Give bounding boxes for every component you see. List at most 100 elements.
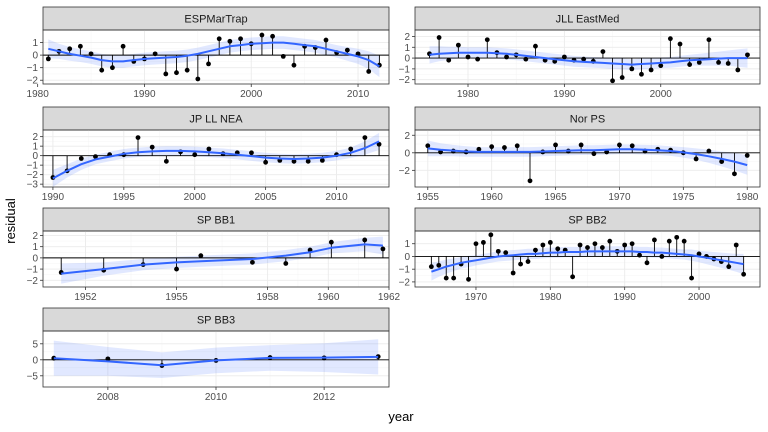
plot-area — [43, 130, 389, 187]
y-tick-label: 2 — [32, 132, 38, 143]
y-tick-label: 0 — [404, 54, 410, 65]
x-tick-label: 2000 — [650, 89, 673, 100]
residual-point — [319, 158, 325, 163]
residual-point — [344, 47, 350, 53]
residual-point — [362, 237, 368, 243]
residual-point — [553, 142, 558, 148]
x-tick-label: 1965 — [544, 192, 567, 203]
residual-point — [436, 35, 442, 40]
residual-point — [540, 242, 546, 248]
x-tick-label: 1995 — [113, 192, 136, 203]
x-tick-label: 2008 — [97, 392, 120, 403]
residual-point — [328, 239, 334, 245]
residual-point — [184, 67, 190, 73]
residual-point — [725, 61, 731, 66]
x-tick-label: 1955 — [417, 192, 440, 203]
x-tick-label: 1990 — [553, 89, 576, 100]
residual-point — [504, 54, 509, 60]
x-tick-label: 1955 — [165, 292, 188, 303]
residual-point — [591, 151, 597, 157]
residual-point — [67, 46, 73, 52]
residual-point — [484, 37, 490, 43]
smoother-line — [48, 41, 380, 68]
residual-point — [270, 33, 275, 39]
residual-point — [503, 250, 509, 256]
facet-title: Nor PS — [570, 114, 605, 126]
x-tick-label: 2000 — [184, 192, 207, 203]
y-tick-label: 0 — [32, 151, 38, 162]
x-tick-label: 2005 — [255, 192, 278, 203]
residual-point — [696, 251, 702, 257]
residual-point — [719, 159, 725, 164]
residual-point — [667, 36, 673, 42]
residual-point — [323, 37, 329, 43]
residual-point — [280, 53, 286, 59]
residual-point — [689, 275, 694, 281]
x-tick-label: 1980 — [736, 192, 759, 203]
smoother-line — [53, 355, 379, 367]
y-tick-label: −2 — [27, 170, 39, 181]
facet-title: ESPMarTrap — [184, 14, 247, 26]
y-tick-label: −1 — [399, 265, 411, 276]
plot-area — [415, 130, 760, 187]
residual-point — [263, 159, 269, 165]
x-axis-title: year — [388, 409, 414, 424]
residual-point — [174, 70, 179, 76]
y-tick-label: −1 — [27, 161, 39, 172]
residual-point — [674, 234, 680, 240]
x-tick-label: 1962 — [378, 292, 401, 303]
residual-point — [380, 246, 386, 252]
residual-point — [533, 247, 538, 253]
residual-point — [488, 232, 494, 238]
y-tick-label: −3 — [27, 180, 39, 191]
residual-point — [523, 56, 529, 62]
residual-point — [466, 276, 471, 282]
smoother-line — [429, 51, 748, 66]
residual-point — [696, 60, 702, 65]
y-tick-label: 5 — [32, 339, 38, 350]
residual-point — [510, 270, 516, 276]
y-tick-label: 0 — [32, 253, 38, 264]
confidence-band — [52, 132, 380, 187]
residual-point — [163, 71, 169, 77]
residual-point — [732, 171, 737, 177]
residual-point — [216, 36, 222, 42]
plot-area — [43, 331, 389, 387]
y-tick-label: −2 — [27, 76, 39, 87]
residual-point — [518, 261, 523, 267]
plot-area — [43, 30, 389, 84]
panel-border — [42, 129, 390, 188]
x-tick-label: 1980 — [27, 89, 50, 100]
residual-point — [238, 36, 243, 42]
residual-point — [45, 56, 51, 62]
residual-point — [652, 237, 657, 243]
x-tick-label: 1970 — [465, 292, 488, 303]
y-tick-label: 0 — [404, 148, 410, 159]
residual-point — [192, 152, 198, 158]
residual-point — [355, 51, 361, 57]
residual-point — [619, 75, 625, 80]
residual-point — [693, 156, 699, 162]
x-tick-label: 1960 — [317, 292, 340, 303]
y-tick-label: 0 — [404, 252, 410, 263]
residual-point — [733, 242, 739, 248]
y-tick-label: −2 — [399, 166, 411, 177]
residual-point — [677, 41, 683, 47]
residual-point — [88, 51, 94, 57]
residual-point — [149, 144, 155, 150]
y-tick-label: 0 — [32, 355, 38, 366]
x-tick-label: 1990 — [42, 192, 65, 203]
residual-point — [259, 32, 265, 38]
residual-point — [473, 241, 479, 247]
residual-point — [617, 142, 622, 148]
residual-point — [283, 261, 289, 266]
residual-point — [443, 275, 449, 281]
y-tick-label: 1 — [32, 142, 38, 153]
residual-point — [578, 142, 584, 148]
x-tick-label: 1980 — [457, 89, 480, 100]
facet-panel: SP BB3 −5 0 5 2008 2010 2012 — [27, 307, 390, 403]
y-tick-label: −2 — [399, 75, 411, 86]
residual-point — [592, 241, 598, 247]
